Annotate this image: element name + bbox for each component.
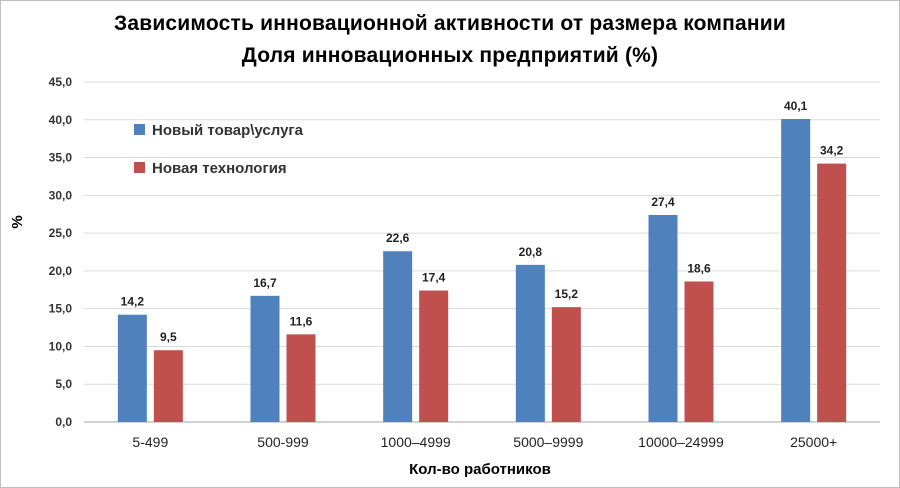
legend-label: Новая технология [152, 160, 287, 177]
bar-new-technology [684, 281, 714, 422]
legend: Новый товар\услуга Новая технология [134, 122, 304, 177]
y-axis-title: % [9, 215, 26, 228]
y-tick-label: 45,0 [49, 75, 73, 89]
data-label: 27,4 [651, 195, 675, 209]
data-label: 17,4 [422, 271, 446, 285]
legend-label: Новый товар\услуга [152, 122, 304, 139]
data-label: 18,6 [687, 261, 711, 275]
bar-new-product [117, 314, 147, 422]
data-label: 16,7 [253, 276, 277, 290]
bar-new-technology [551, 307, 581, 422]
bars [117, 119, 847, 423]
x-category-label: 5-499 [132, 434, 168, 450]
data-label: 40,1 [784, 99, 808, 113]
y-tick-label: 0,0 [55, 415, 72, 429]
legend-swatch [134, 124, 145, 135]
data-label: 34,2 [820, 144, 844, 158]
y-tick-label: 35,0 [49, 151, 73, 165]
data-labels: 14,2 9,5 16,7 11,6 22,6 17,4 20,8 15,2 27,4 18,6 4… [121, 99, 844, 344]
x-axis-categories: 5-499 500-999 1000–4999 5000–9999 10000–2499… [132, 434, 837, 450]
data-label: 9,5 [160, 330, 177, 344]
bar-new-product [781, 119, 811, 423]
x-category-label: 25000+ [790, 434, 837, 450]
data-label: 14,2 [121, 295, 145, 309]
x-category-label: 10000–24999 [638, 434, 724, 450]
y-tick-label: 40,0 [49, 113, 73, 127]
x-category-label: 5000–9999 [513, 434, 583, 450]
data-label: 22,6 [386, 231, 410, 245]
y-tick-label: 25,0 [49, 226, 73, 240]
y-axis-ticks: 0,0 5,0 10,0 15,0 20,0 25,0 30,0 35,0 40,0 45,0 [49, 75, 73, 429]
y-tick-label: 30,0 [49, 188, 73, 202]
gridlines [84, 81, 880, 423]
legend-swatch [134, 162, 145, 173]
bar-new-product [515, 264, 545, 422]
bar-new-product [383, 251, 413, 422]
y-tick-label: 10,0 [49, 339, 73, 353]
data-label: 15,2 [555, 287, 579, 301]
bar-new-product [250, 295, 280, 422]
bar-new-technology [286, 334, 316, 422]
bar-new-technology [419, 290, 449, 422]
y-tick-label: 20,0 [49, 264, 73, 278]
y-tick-label: 15,0 [49, 302, 73, 316]
bar-new-technology [817, 163, 847, 422]
y-tick-label: 5,0 [55, 377, 72, 391]
data-label: 20,8 [519, 245, 543, 259]
data-label: 11,6 [290, 314, 313, 328]
bar-new-technology [153, 350, 183, 422]
x-category-label: 1000–4999 [381, 434, 451, 450]
chart-title: Зависимость инновационной активности от … [113, 12, 787, 35]
chart-subtitle: Доля инновационных предприятий (%) [241, 44, 659, 67]
bar-new-product [648, 214, 678, 422]
x-category-label: 500-999 [257, 434, 309, 450]
x-axis-title: Кол-во работников [409, 461, 551, 478]
